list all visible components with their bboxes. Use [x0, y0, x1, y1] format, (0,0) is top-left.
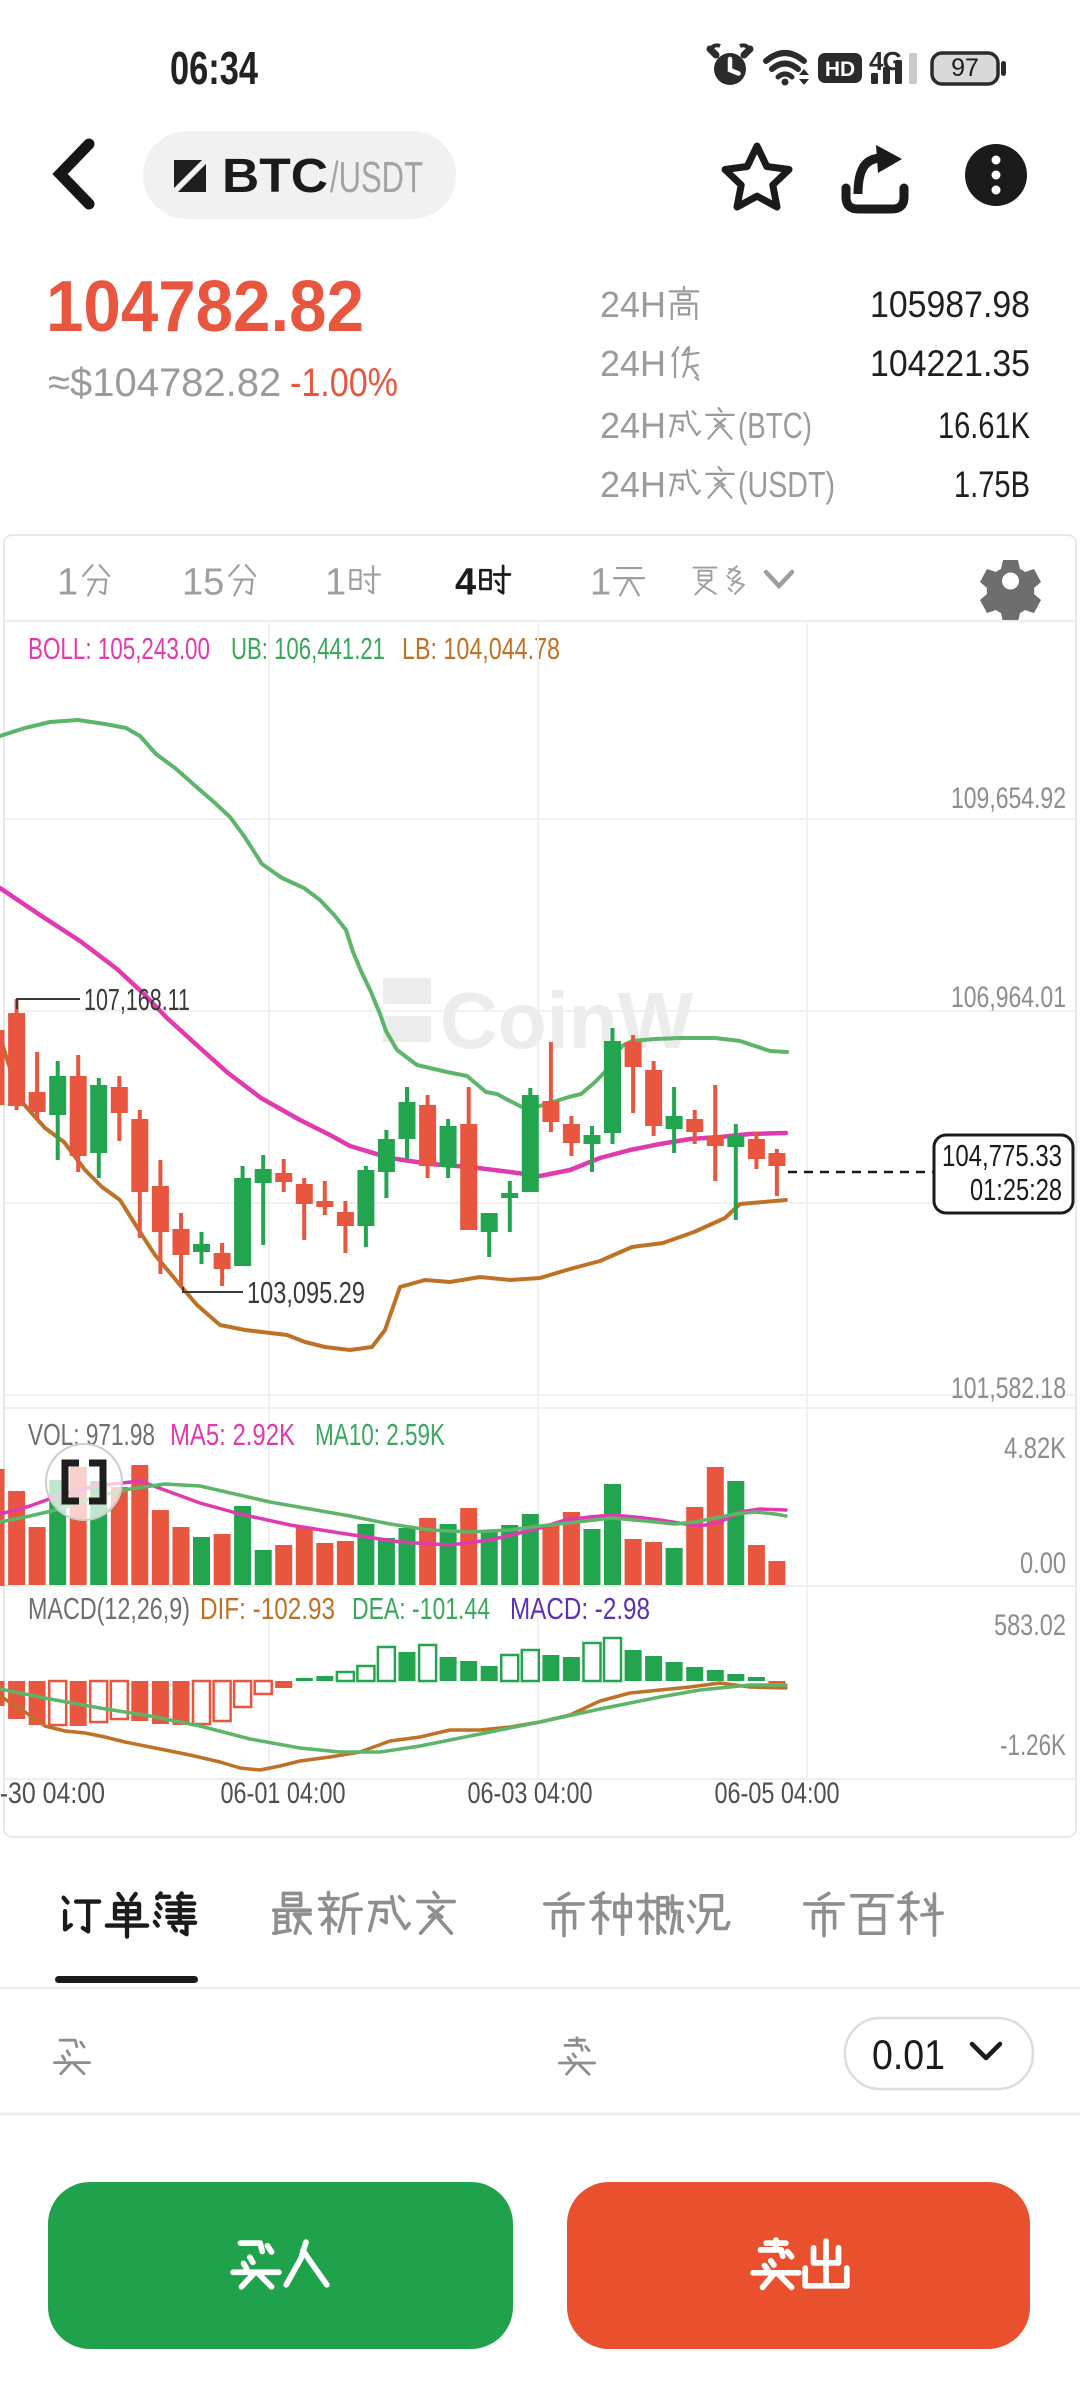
svg-text:HD: HD [825, 58, 855, 81]
svg-text:101,582.18: 101,582.18 [951, 1372, 1066, 1405]
svg-text:DEA: -101.44: DEA: -101.44 [352, 1591, 490, 1626]
svg-text:MA5: 2.92K: MA5: 2.92K [170, 1417, 295, 1452]
svg-text:06:34: 06:34 [170, 42, 258, 94]
svg-text:107,168.11: 107,168.11 [84, 982, 190, 1017]
svg-text:104,775.33: 104,775.33 [942, 1138, 1062, 1173]
svg-text:06-05 04:00: 06-05 04:00 [715, 1777, 840, 1810]
svg-text:1: 1 [590, 562, 611, 604]
svg-text:24H: 24H [600, 284, 666, 325]
svg-text:CoinW: CoinW [440, 976, 694, 1065]
svg-text:1.75B: 1.75B [954, 464, 1030, 505]
svg-text:583.02: 583.02 [994, 1609, 1066, 1642]
svg-text:106,964.01: 106,964.01 [951, 981, 1066, 1014]
svg-text:15: 15 [182, 562, 224, 604]
svg-text:4.82K: 4.82K [1004, 1432, 1066, 1465]
svg-text:LB: 104,044.78: LB: 104,044.78 [402, 631, 560, 666]
svg-text:24H: 24H [600, 464, 666, 505]
svg-text:104221.35: 104221.35 [870, 343, 1030, 384]
svg-text:1: 1 [325, 562, 346, 604]
svg-text:97: 97 [951, 54, 979, 82]
svg-text:4: 4 [455, 562, 476, 604]
svg-text:/USDT: /USDT [330, 153, 423, 202]
svg-text:≈$104782.82: ≈$104782.82 [48, 361, 281, 405]
svg-text:UB: 106,441.21: UB: 106,441.21 [231, 631, 385, 666]
svg-text:(BTC): (BTC) [738, 405, 812, 446]
svg-text:0.01: 0.01 [872, 2031, 945, 2078]
svg-text:24H: 24H [600, 343, 666, 384]
svg-text:103,095.29: 103,095.29 [247, 1275, 365, 1310]
svg-text:06-03 04:00: 06-03 04:00 [468, 1777, 593, 1810]
svg-text:06-01 04:00: 06-01 04:00 [221, 1777, 346, 1810]
svg-text:24H: 24H [600, 405, 666, 446]
svg-text:MA10: 2.59K: MA10: 2.59K [315, 1417, 445, 1452]
svg-text:1: 1 [57, 562, 78, 604]
svg-text:109,654.92: 109,654.92 [951, 782, 1066, 815]
svg-text:01:25:28: 01:25:28 [970, 1172, 1062, 1207]
svg-text:104782.82: 104782.82 [46, 267, 364, 347]
svg-text:BTC: BTC [222, 150, 328, 203]
svg-text:05-30 04:00: 05-30 04:00 [0, 1777, 105, 1810]
svg-text:16.61K: 16.61K [938, 405, 1030, 446]
svg-text:0.00: 0.00 [1020, 1547, 1066, 1580]
svg-text:MACD(12,26,9): MACD(12,26,9) [28, 1591, 190, 1626]
svg-text:(USDT): (USDT) [738, 464, 835, 505]
svg-text:-1.26K: -1.26K [1000, 1729, 1066, 1762]
svg-text:-1.00%: -1.00% [290, 361, 398, 405]
svg-text:105987.98: 105987.98 [870, 284, 1030, 325]
svg-text:MACD: -2.98: MACD: -2.98 [510, 1591, 650, 1626]
svg-text:DIF: -102.93: DIF: -102.93 [200, 1591, 335, 1626]
svg-text:BOLL: 105,243.00: BOLL: 105,243.00 [28, 631, 210, 666]
